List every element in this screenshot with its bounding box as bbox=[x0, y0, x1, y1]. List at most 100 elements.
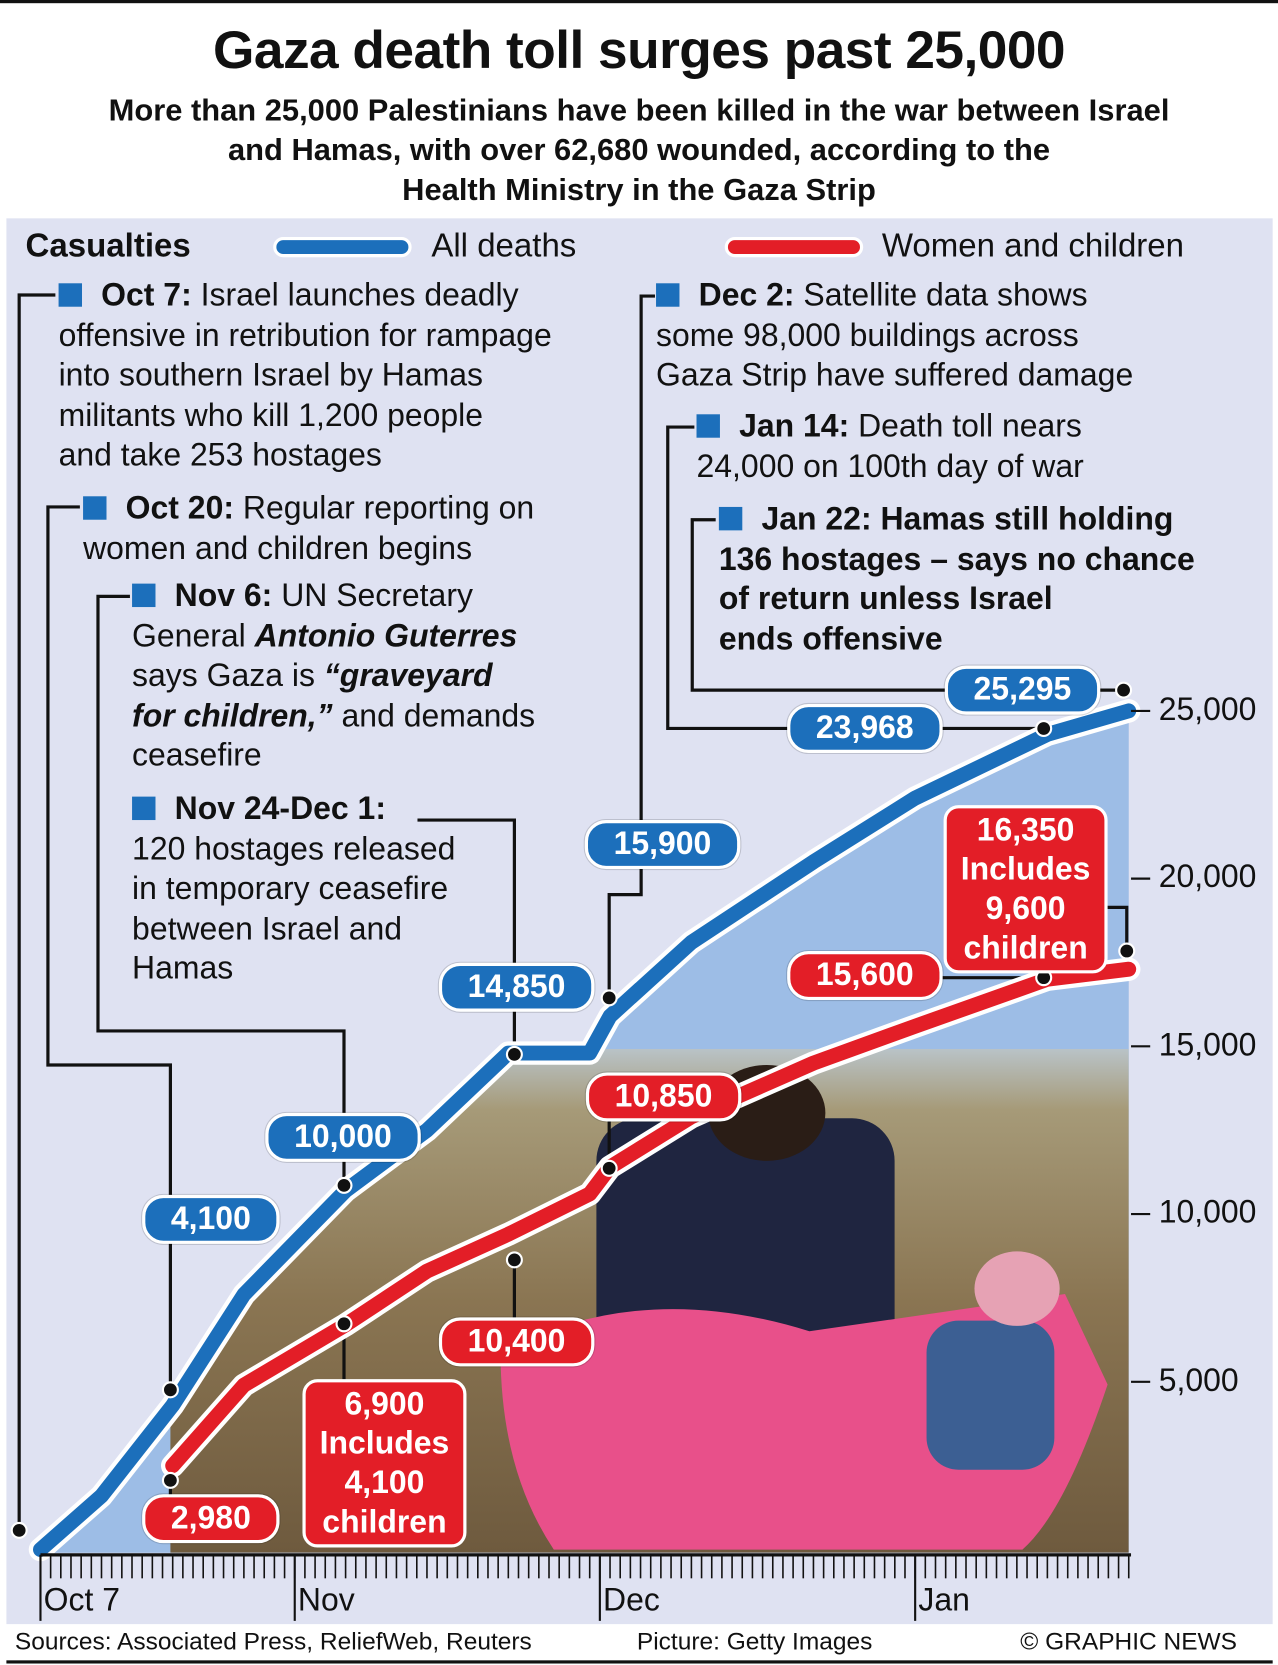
y-tick-label: 15,000 bbox=[1158, 1027, 1257, 1063]
series-line-all-deaths bbox=[33, 703, 1137, 1558]
subtitle-line: and Hamas, with over 62,680 wounded, acc… bbox=[227, 133, 1051, 168]
annotation-text: of return unless Israel bbox=[718, 581, 1053, 617]
marker-dot bbox=[1035, 719, 1053, 737]
leader-line-oct7 bbox=[17, 293, 56, 1531]
marker-dot bbox=[1115, 681, 1133, 699]
annotation-text: UN Secretary bbox=[281, 578, 473, 614]
callout-line: children bbox=[963, 930, 1088, 966]
x-tick-label: Dec bbox=[603, 1582, 660, 1618]
sources-credit: Sources: Associated Press, ReliefWeb, Re… bbox=[14, 1627, 532, 1656]
annotation-text: 120 hostages released bbox=[132, 831, 456, 867]
legend-heading: Casualties bbox=[25, 226, 191, 265]
annotation-date: Oct 7: bbox=[101, 277, 192, 314]
top-rule bbox=[0, 0, 1278, 4]
y-tick-label: 20,000 bbox=[1158, 859, 1257, 895]
annotation-date: Oct 20: bbox=[125, 490, 235, 527]
picture-credit: Picture: Getty Images bbox=[636, 1627, 873, 1656]
callout-line: 4,100 bbox=[344, 1465, 425, 1501]
x-tick-label: Nov bbox=[297, 1582, 355, 1618]
data-label-women-children: 10,400 bbox=[438, 1317, 595, 1367]
data-label-all-deaths: 25,295 bbox=[944, 665, 1101, 715]
legend-label-women-children: Women and children bbox=[881, 226, 1185, 265]
annotation-text: Israel launches deadly bbox=[200, 277, 519, 314]
annotation-oct7: Oct 7: Israel launches deadly offensive i… bbox=[58, 276, 552, 476]
legend-label-all-deaths: All deaths bbox=[431, 226, 577, 265]
subtitle-line: More than 25,000 Palestinians have been … bbox=[108, 93, 1170, 128]
annotation-nov6: Nov 6: UN Secretary General Antonio Guter… bbox=[132, 576, 535, 776]
annotation-text: Hamas bbox=[132, 951, 234, 987]
annotation-text: and demands bbox=[332, 698, 536, 734]
annotation-text: Gaza Strip have suffered damage bbox=[656, 357, 1134, 393]
annotation-text: ceasefire bbox=[132, 738, 262, 774]
legend-swatch-all-deaths bbox=[273, 236, 412, 258]
annotation-text: Satellite data shows bbox=[803, 277, 1088, 314]
annotation-text: “graveyard bbox=[323, 658, 493, 694]
leader-line-nov6 bbox=[96, 594, 346, 1186]
bullet-square-icon bbox=[58, 283, 83, 307]
annotation-text: and take 253 hostages bbox=[58, 437, 382, 473]
annotation-text: some 98,000 buildings across bbox=[656, 317, 1079, 354]
data-label-women-children: 16,350 Includes 9,600 children bbox=[943, 805, 1108, 974]
annotation-text: Hamas still holding bbox=[880, 501, 1174, 537]
bullet-square-icon bbox=[656, 283, 680, 307]
leader-line-oct20 bbox=[46, 505, 172, 1390]
marker-dot bbox=[505, 1045, 523, 1063]
data-label-all-deaths: 23,968 bbox=[787, 703, 943, 753]
annotation-text: militants who kill 1,200 people bbox=[58, 397, 484, 433]
data-label-women-children: 10,850 bbox=[585, 1072, 742, 1122]
marker-dot bbox=[600, 1159, 618, 1177]
callout-line: children bbox=[322, 1504, 447, 1540]
annotation-text: into southern Israel by Hamas bbox=[58, 357, 484, 393]
marker-dot bbox=[1118, 942, 1136, 960]
annotation-text: in temporary ceasefire bbox=[132, 871, 449, 907]
annotation-text: says Gaza is bbox=[132, 658, 324, 694]
marker-dot bbox=[505, 1251, 523, 1269]
callout-line: Includes bbox=[319, 1426, 450, 1462]
marker-dot bbox=[600, 989, 618, 1007]
annotation-text: ends offensive bbox=[718, 621, 943, 657]
data-label-all-deaths: 14,850 bbox=[438, 962, 595, 1012]
bottom-rule bbox=[6, 1660, 1273, 1664]
legend-swatch-women-children bbox=[724, 236, 864, 258]
annotation-jan14: Jan 14: Death toll nears 24,000 on 100th … bbox=[696, 407, 1084, 487]
annotation-date: Nov 6: bbox=[174, 578, 273, 614]
annotation-date: Nov 24-Dec 1: bbox=[174, 791, 386, 827]
marker-dot bbox=[335, 1315, 353, 1333]
annotation-date: Jan 22: bbox=[761, 501, 872, 537]
y-tick-label: 10,000 bbox=[1158, 1194, 1257, 1231]
marker-dot bbox=[10, 1521, 28, 1539]
callout-line: 6,900 bbox=[344, 1386, 425, 1422]
subtitle-line: Health Ministry in the Gaza Strip bbox=[402, 173, 876, 208]
callout-line: 16,350 bbox=[976, 812, 1075, 848]
annotation-text: offensive in retribution for rampage bbox=[58, 317, 552, 354]
annotation-text: Regular reporting on bbox=[242, 490, 535, 527]
x-tick-label: Jan bbox=[918, 1582, 970, 1618]
annotation-text: General bbox=[132, 618, 255, 654]
bullet-square-icon bbox=[132, 583, 156, 608]
annotation-oct20: Oct 20: Regular reporting on women and ch… bbox=[83, 489, 534, 569]
annotation-date: Jan 14: bbox=[739, 408, 850, 445]
annotation-text: 136 hostages – says no chance bbox=[718, 541, 1195, 577]
marker-dot bbox=[161, 1471, 179, 1489]
y-tick-label: 25,000 bbox=[1158, 691, 1257, 727]
bullet-square-icon bbox=[83, 496, 107, 520]
leader-line-dec2 bbox=[607, 294, 655, 998]
bullet-square-icon bbox=[696, 414, 720, 438]
annotation-text: women and children begins bbox=[83, 530, 473, 567]
data-label-women-children: 15,600 bbox=[787, 951, 943, 1001]
annotation-jan22: Jan 22: Hamas still holding 136 hostages … bbox=[718, 499, 1195, 659]
x-tick-label: Oct 7 bbox=[43, 1582, 121, 1618]
data-label-women-children: 6,900 Includes 4,100 children bbox=[302, 1379, 467, 1548]
annotation-text: 24,000 on 100th day of war bbox=[696, 448, 1084, 485]
data-label-all-deaths: 4,100 bbox=[142, 1194, 280, 1244]
annotation-text: Death toll nears bbox=[858, 408, 1082, 445]
bullet-square-icon bbox=[132, 796, 156, 821]
data-label-all-deaths: 10,000 bbox=[265, 1112, 421, 1162]
series-line-women-and-children bbox=[165, 961, 1137, 1474]
callout-line: Includes bbox=[960, 852, 1091, 888]
marker-dot bbox=[335, 1176, 353, 1194]
annotation-nov24: Nov 24-Dec 1: 120 hostages released in te… bbox=[132, 789, 455, 989]
data-label-women-children: 2,980 bbox=[142, 1494, 280, 1544]
page-title: Gaza death toll surges past 25,000 bbox=[213, 20, 1066, 80]
